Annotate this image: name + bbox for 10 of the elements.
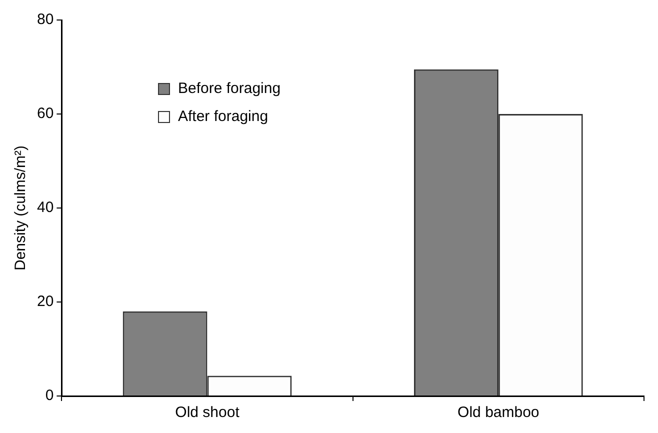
y-tick-label: 80	[36, 11, 54, 28]
x-tick-label: Old bamboo	[458, 404, 540, 422]
y-axis-title: Density (culms/m²)	[12, 145, 30, 271]
x-tick-label: Old shoot	[175, 404, 240, 422]
y-tick-label: 0	[45, 387, 54, 404]
legend-label: Before foraging	[178, 80, 281, 97]
y-tick-label: 40	[36, 199, 54, 216]
legend-label: After foraging	[178, 108, 268, 125]
y-tick-label: 60	[36, 105, 54, 122]
y-tick-label: 20	[36, 293, 54, 310]
